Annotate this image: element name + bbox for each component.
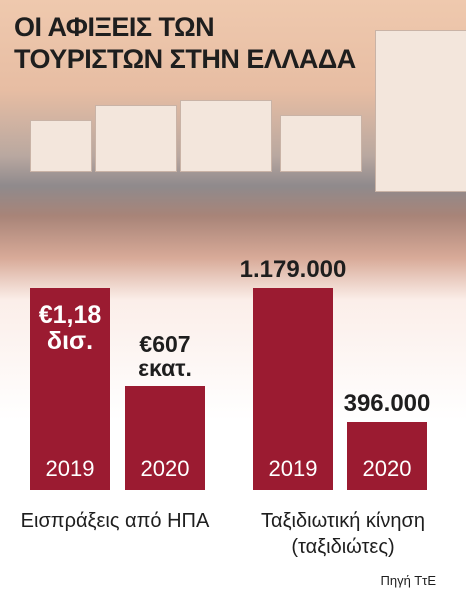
source: Πηγή ΤτΕ	[380, 573, 436, 588]
axis-label: Εισπράξεις από ΗΠΑ	[20, 510, 210, 532]
building	[95, 105, 177, 172]
bar	[253, 288, 333, 490]
axis-label: Ταξιδιωτική κίνηση (ταξιδιώτες)	[261, 510, 425, 558]
category-label: 2019	[268, 456, 318, 481]
value-label: 1.179.000	[239, 256, 347, 283]
value-label: €607 εκατ.	[138, 331, 192, 382]
title: ΟΙ ΑΦΙΞΕΙΣ ΤΩΝ	[14, 12, 215, 42]
bar	[125, 386, 205, 490]
background-photo	[0, 0, 466, 300]
value-label: €1,18 δισ.	[38, 301, 102, 356]
category-label: 2019	[45, 456, 95, 481]
building	[30, 120, 92, 172]
bar	[347, 422, 427, 490]
value-label: 396.000	[343, 390, 431, 418]
bar	[30, 288, 110, 490]
building	[180, 100, 272, 172]
title: ΤΟΥΡΙΣΤΩΝ ΣΤΗΝ ΕΛΛΑΔΑ	[14, 44, 356, 74]
building	[280, 115, 362, 172]
category-label: 2020	[140, 456, 190, 481]
building	[375, 30, 466, 192]
category-label: 2020	[362, 456, 412, 481]
